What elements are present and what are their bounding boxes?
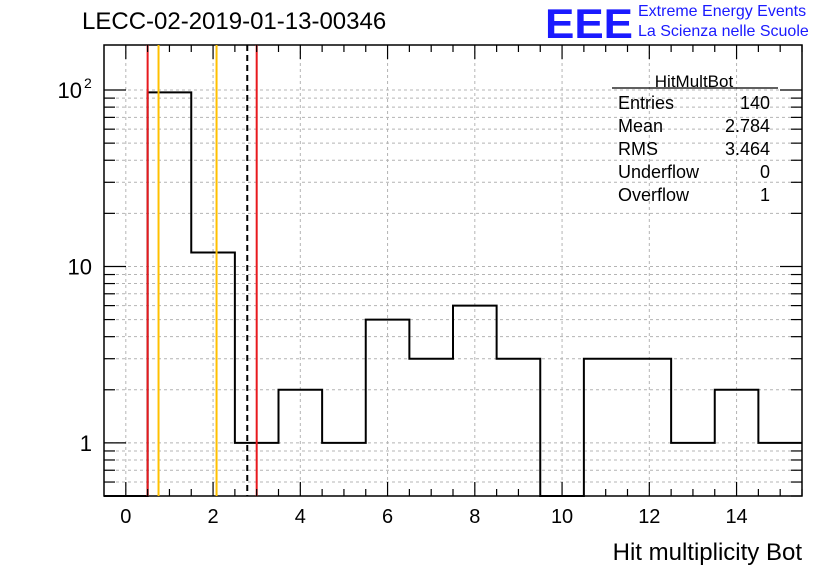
logo-line-1: Extreme Energy Events xyxy=(638,3,807,20)
x-tick-label: 2 xyxy=(208,506,219,528)
stats-row-label: Overflow xyxy=(618,185,690,205)
x-axis-label: Hit multiplicity Bot xyxy=(613,539,803,566)
eee-logo: EEE xyxy=(545,2,633,44)
logo-line-2: La Scienza nelle Scuole xyxy=(638,23,809,40)
grid-lines xyxy=(104,45,802,497)
stats-row-value: 3.464 xyxy=(725,139,770,159)
eee-logo-mark: EEE xyxy=(545,2,633,44)
x-tick-label: 10 xyxy=(551,506,573,528)
logo-text: Extreme Energy Events La Scienza nelle S… xyxy=(638,2,809,42)
x-tick-label: 12 xyxy=(638,506,660,528)
x-tick-label: 6 xyxy=(382,506,393,528)
histogram-bin xyxy=(584,359,628,496)
x-tick-label: 14 xyxy=(725,506,747,528)
x-tick-label: 8 xyxy=(469,506,480,528)
stats-row-value: 2.784 xyxy=(725,116,770,136)
stats-row-value: 0 xyxy=(760,162,770,182)
y-tick-label: 10 xyxy=(68,254,92,279)
histogram-outline xyxy=(104,91,802,497)
y-tick-label-exponent: 2 xyxy=(84,75,92,91)
histogram-bin xyxy=(409,359,453,496)
stats-row-value: 140 xyxy=(740,93,770,113)
histogram-bin xyxy=(628,359,672,496)
stats-box: HitMultBot Entries 140 Mean 2.784 RMS 3.464 Un… xyxy=(612,72,778,205)
stats-box-title: HitMultBot xyxy=(655,72,734,91)
stats-row-label: Underflow xyxy=(618,162,700,182)
stats-rows: Entries 140 Mean 2.784 RMS 3.464 Underflow 0 Ove… xyxy=(618,93,770,205)
histogram-bin xyxy=(497,359,541,496)
run-title: LECC-02-2019-01-13-00346 xyxy=(82,8,387,35)
axis-ticks xyxy=(104,45,803,497)
stats-row-value: 1 xyxy=(760,185,770,205)
histogram-bars xyxy=(104,91,802,497)
x-tick-label: 4 xyxy=(295,506,306,528)
plot-frame xyxy=(103,44,803,497)
stats-row-label: RMS xyxy=(618,139,658,159)
stats-row-label: Mean xyxy=(618,116,663,136)
stats-row-label: Entries xyxy=(618,93,674,113)
marker-lines xyxy=(146,45,258,496)
y-tick-label: 1 xyxy=(80,431,92,456)
x-tick-label: 0 xyxy=(120,506,131,528)
y-tick-label: 10 xyxy=(58,78,82,103)
